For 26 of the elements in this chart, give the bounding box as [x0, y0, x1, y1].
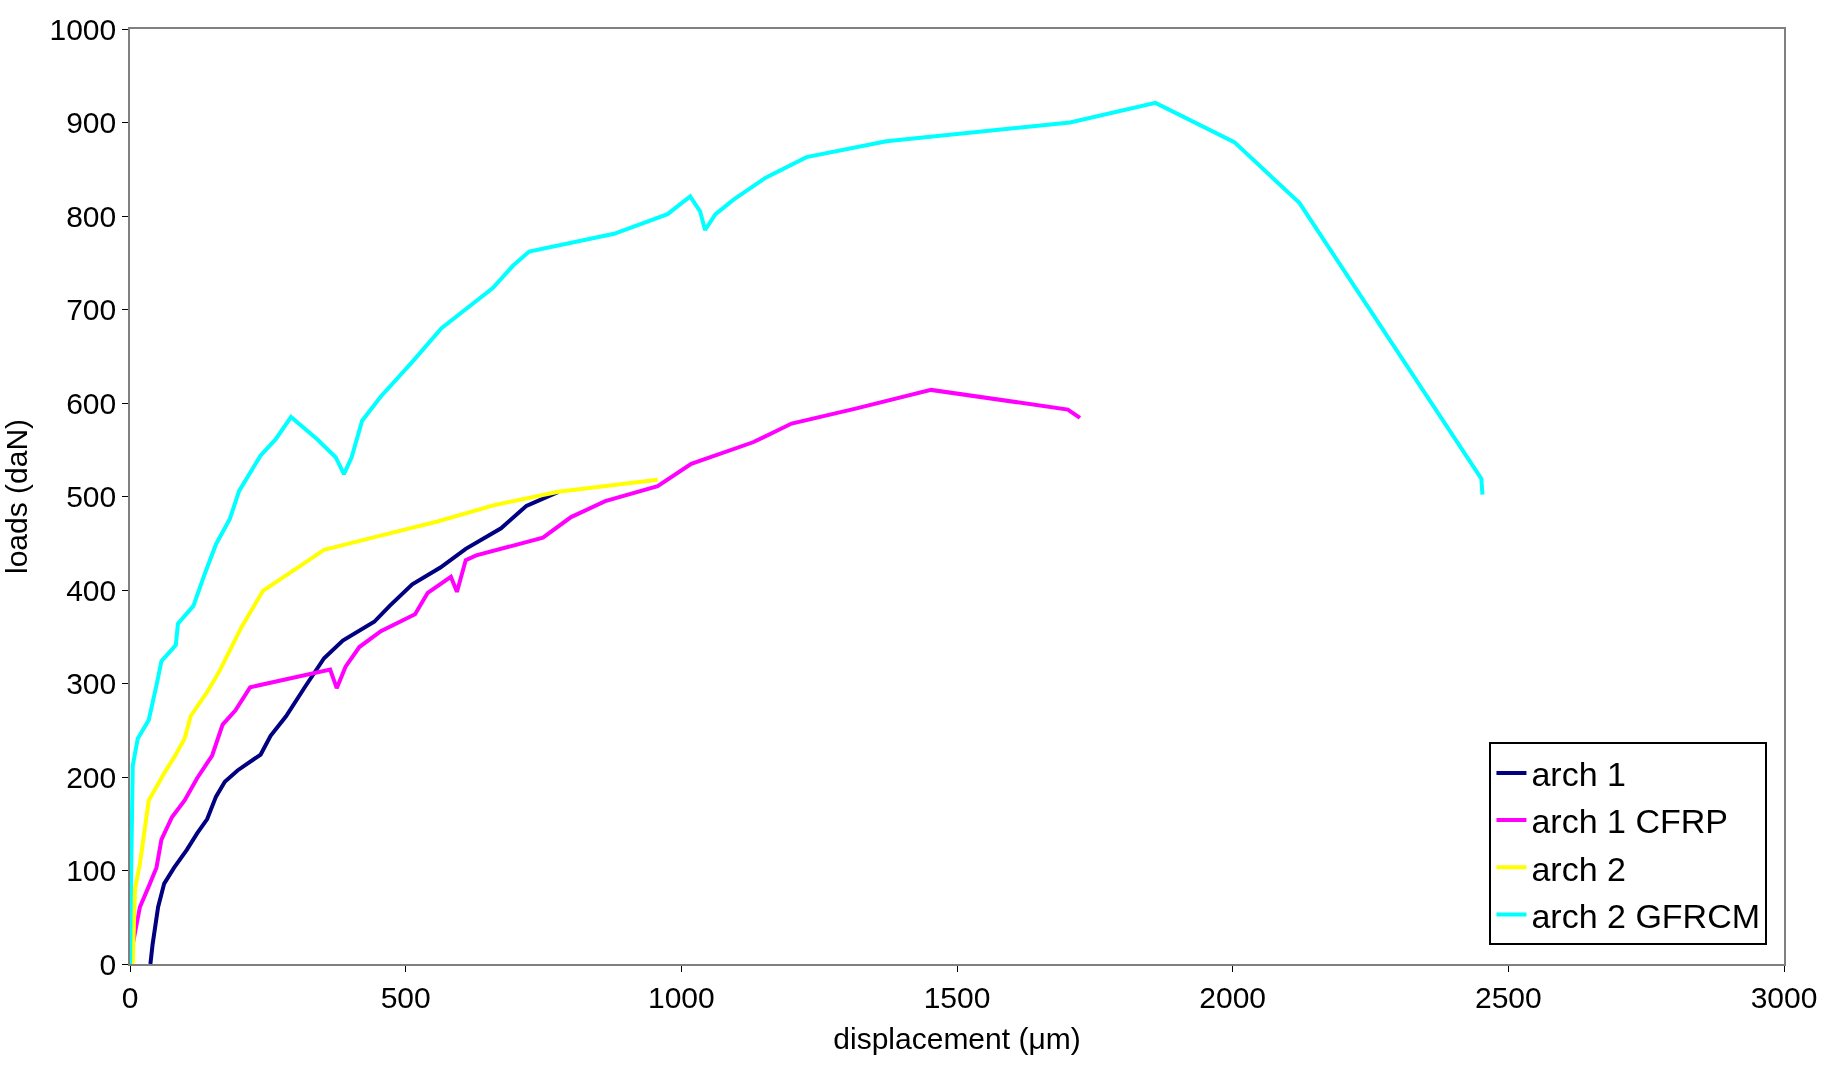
x-tick-label: 1500 — [923, 980, 991, 1014]
y-tick-label: 200 — [66, 760, 117, 794]
x-tick-label: 3000 — [1750, 980, 1818, 1014]
y-tick-label: 600 — [66, 386, 117, 420]
y-axis-title: loads (daN) — [0, 418, 33, 575]
y-tick-label: 0 — [99, 947, 117, 981]
legend-label: arch 2 — [1531, 849, 1626, 888]
x-tick-label: 2000 — [1199, 980, 1267, 1014]
x-tick-label: 500 — [380, 980, 431, 1014]
line-series — [130, 100, 1485, 964]
line-series — [130, 477, 660, 964]
y-tick-label: 500 — [66, 480, 117, 513]
y-tick-label: 700 — [66, 293, 117, 326]
x-tick-label: 0 — [121, 980, 139, 1014]
y-tick-label: 100 — [66, 854, 117, 887]
legend-label: arch 2 GFRCM — [1531, 896, 1761, 935]
y-tick-label: 900 — [66, 106, 117, 139]
y-tick-label: 1000 — [49, 12, 117, 46]
y-tick-label: 300 — [66, 667, 117, 700]
y-tick-label: 800 — [66, 199, 117, 233]
legend-label: arch 1 — [1531, 755, 1626, 794]
x-tick-label: 2500 — [1474, 980, 1542, 1014]
y-tick-label: 400 — [66, 573, 117, 607]
x-axis-title: displacement (μm) — [833, 1021, 1081, 1055]
legend-label: arch 1 CFRP — [1531, 802, 1728, 841]
x-tick-label: 1000 — [647, 980, 715, 1014]
